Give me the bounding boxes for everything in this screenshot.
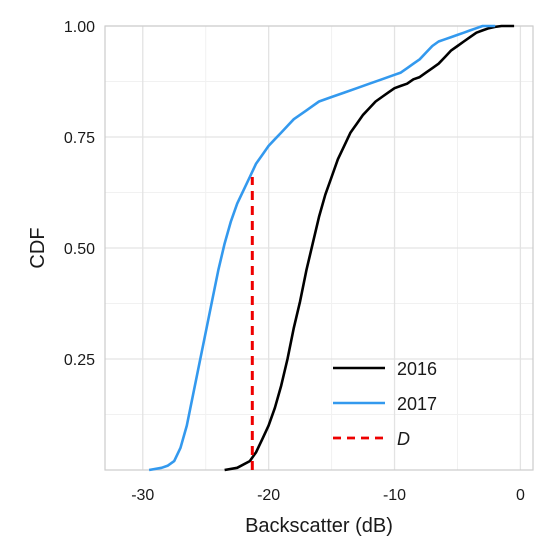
legend-label-d: D [397,429,410,449]
x-tick-label: -30 [131,487,154,504]
x-tick-label: 0 [516,487,525,504]
legend: 2016 2017 D [333,359,437,449]
y-axis-title: CDF [27,227,49,268]
x-tick-label: -10 [383,487,406,504]
y-tick-label: 1.00 [64,19,95,36]
legend-label-2016: 2016 [397,359,437,379]
y-tick-label: 0.75 [64,130,95,147]
plot-frame [104,25,534,471]
series-line-2017 [148,24,496,472]
x-axis-ticks: -30 -20 -10 0 [131,487,525,504]
grid [105,25,533,470]
x-tick-label: -20 [257,487,280,504]
y-tick-label: 0.25 [64,352,95,369]
series-lines [148,24,515,472]
legend-label-2017: 2017 [397,394,437,414]
series-line-2016 [224,24,515,472]
x-axis-title: Backscatter (dB) [245,515,393,537]
y-tick-label: 0.50 [64,241,95,258]
y-axis-ticks: 0.25 0.50 0.75 1.00 [64,19,95,369]
